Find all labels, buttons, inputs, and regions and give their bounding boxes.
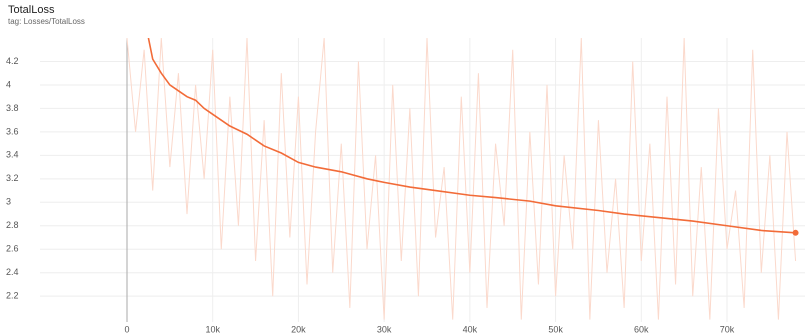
y-tick-label: 3.2 xyxy=(6,173,19,183)
y-tick-label: 2.8 xyxy=(6,220,19,230)
x-tick-label: 10k xyxy=(205,324,220,334)
y-tick-label: 2.2 xyxy=(6,291,19,301)
x-tick-label: 40k xyxy=(463,324,478,334)
x-tick-label: 70k xyxy=(720,324,735,334)
y-tick-label: 3.8 xyxy=(6,103,19,113)
series-line xyxy=(126,38,797,320)
x-tick-label: 20k xyxy=(291,324,306,334)
y-tick-label: 2.6 xyxy=(6,244,19,254)
y-tick-label: 3 xyxy=(6,197,11,207)
x-tick-label: 50k xyxy=(548,324,563,334)
y-tick-label: 4.2 xyxy=(6,56,19,66)
chart-subtitle: tag: Losses/TotalLoss xyxy=(8,17,85,26)
y-tick-label: 3.6 xyxy=(6,126,19,136)
chart-title: TotalLoss xyxy=(8,4,55,16)
x-tick-label: 0 xyxy=(124,324,129,334)
end-point xyxy=(792,229,799,236)
y-tick-label: 3.4 xyxy=(6,150,19,160)
series-line xyxy=(147,38,796,234)
y-tick-label: 2.4 xyxy=(6,267,19,277)
x-tick-label: 60k xyxy=(634,324,649,334)
x-tick-label: 30k xyxy=(377,324,392,334)
plot-area xyxy=(126,38,797,320)
y-tick-label: 4 xyxy=(6,79,11,89)
